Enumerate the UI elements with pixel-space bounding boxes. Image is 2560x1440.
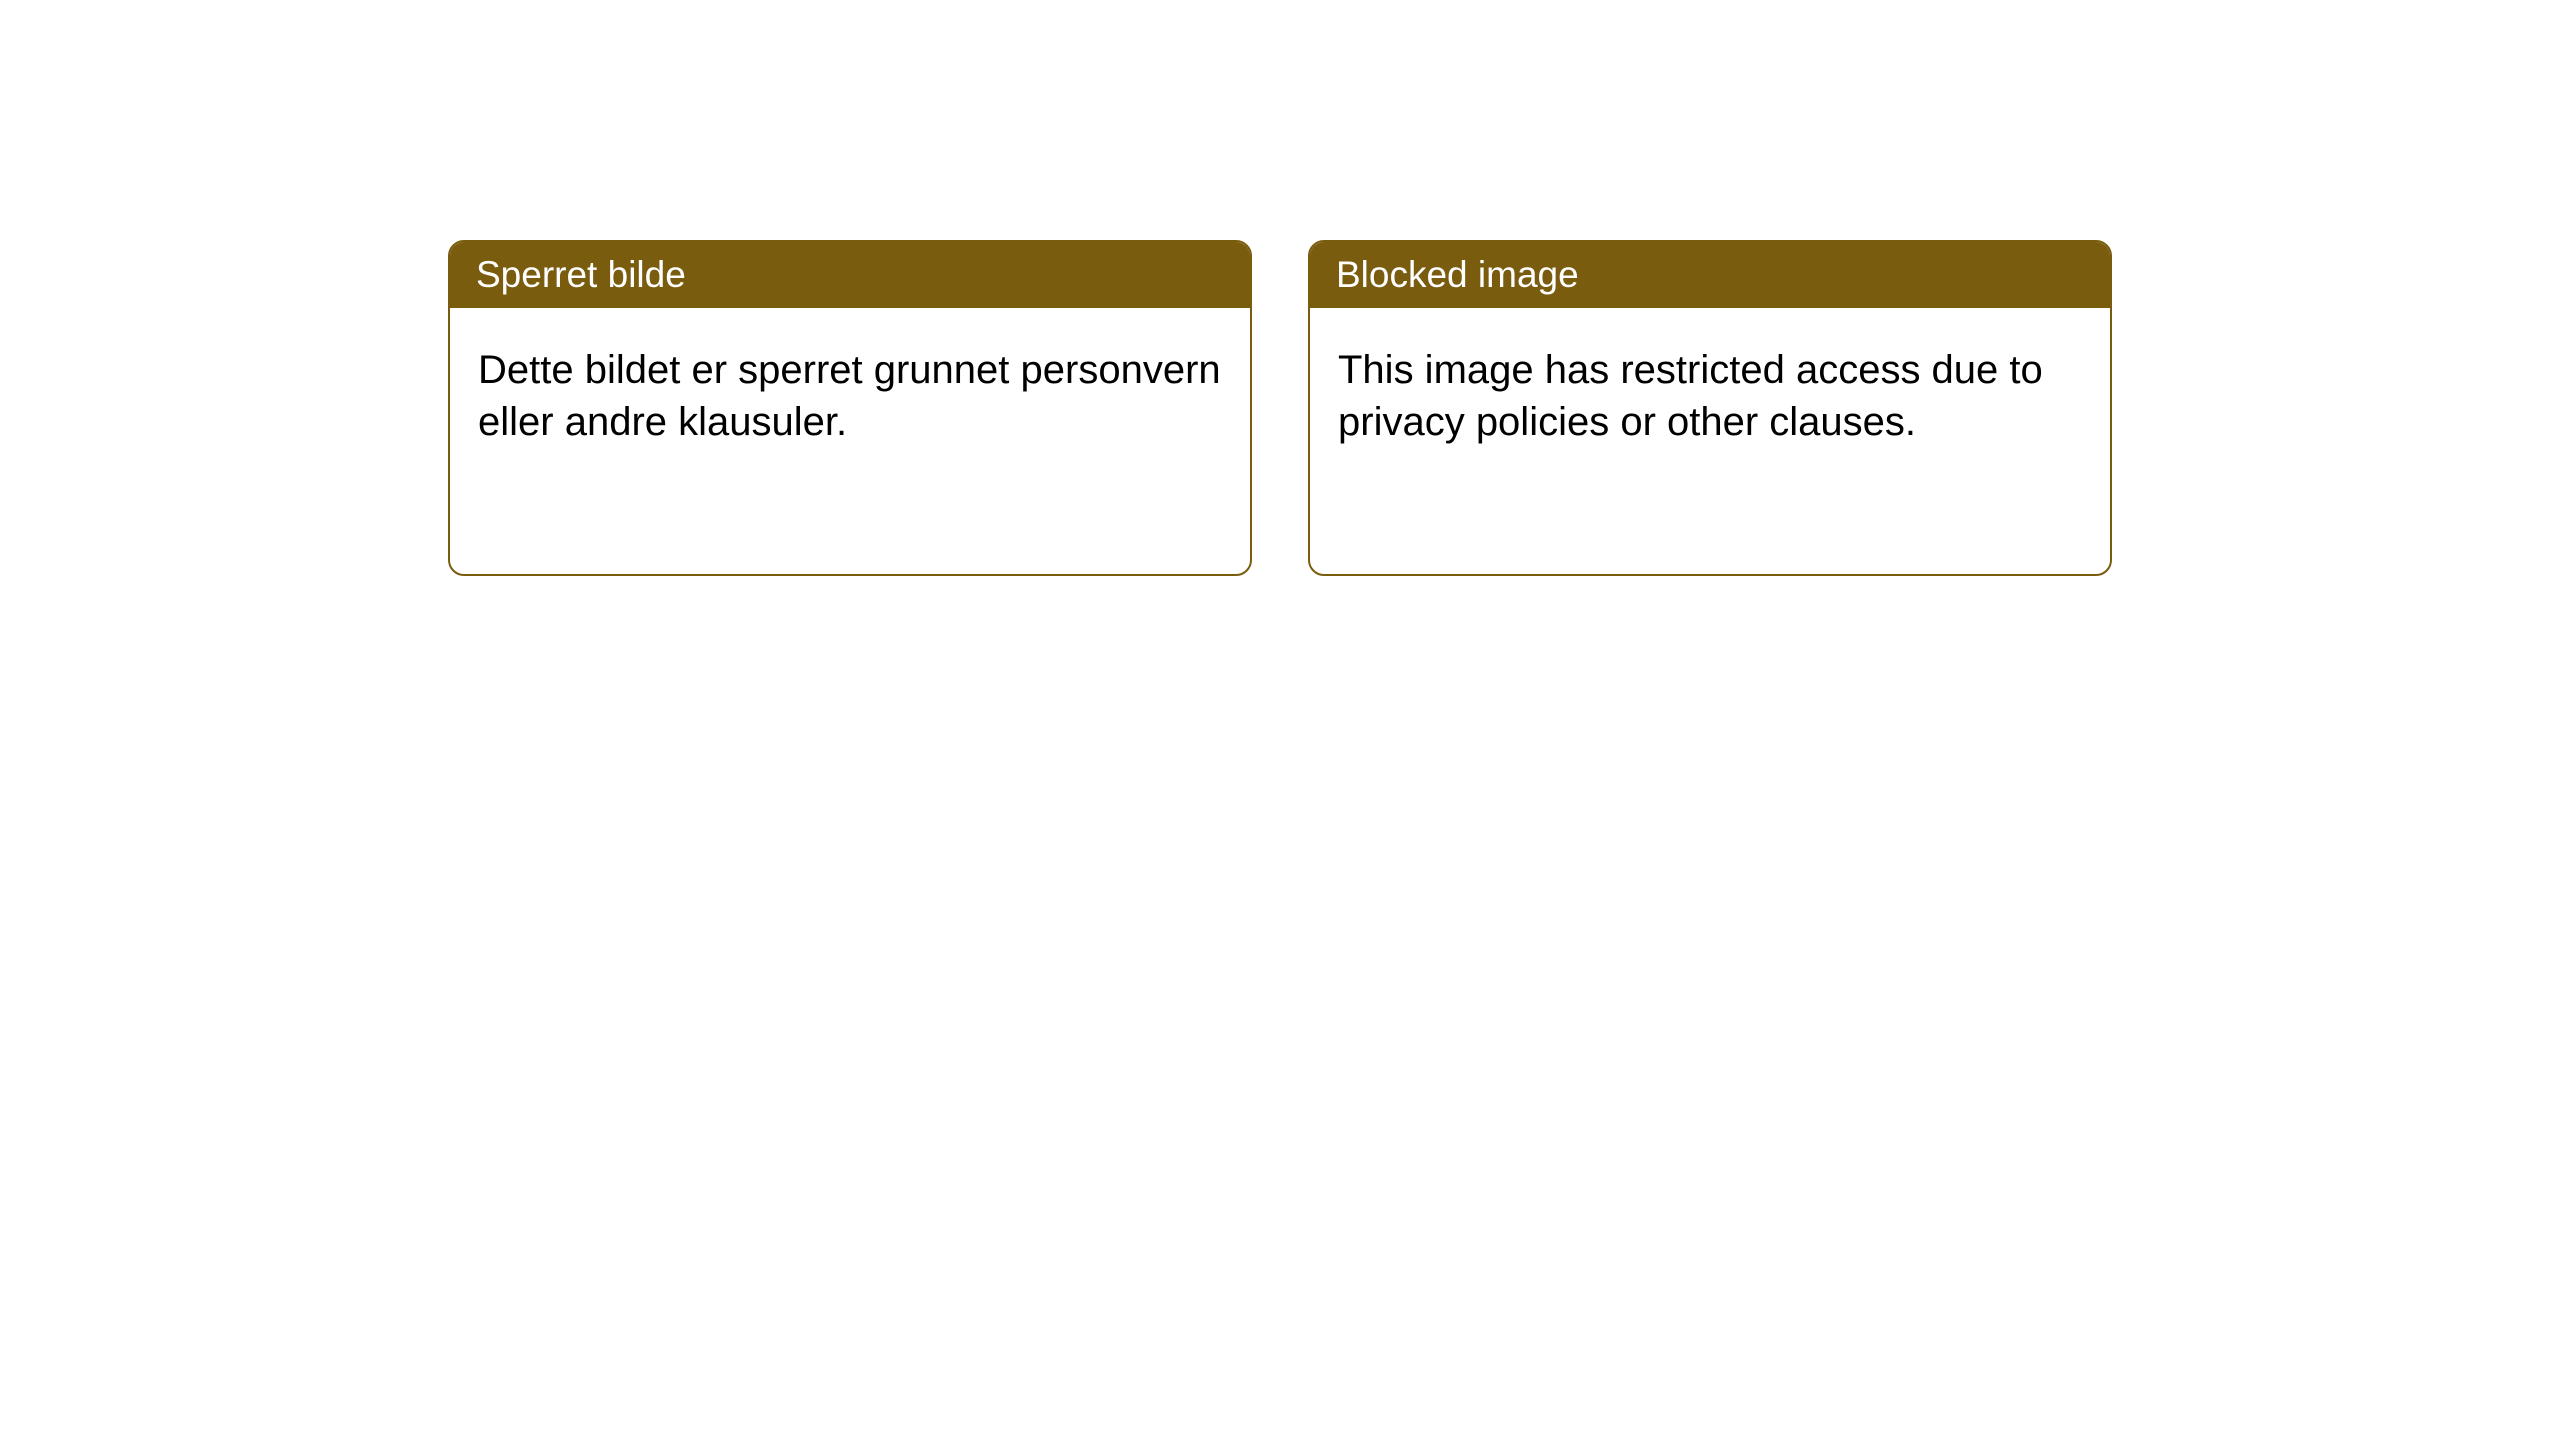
card-header-norwegian: Sperret bilde [450,242,1250,308]
card-english: Blocked image This image has restricted … [1308,240,2112,576]
card-text-english: This image has restricted access due to … [1338,348,2043,444]
card-title-english: Blocked image [1336,254,1579,295]
card-text-norwegian: Dette bildet er sperret grunnet personve… [478,348,1221,444]
cards-container: Sperret bilde Dette bildet er sperret gr… [448,240,2112,576]
card-body-english: This image has restricted access due to … [1310,308,2110,484]
card-norwegian: Sperret bilde Dette bildet er sperret gr… [448,240,1252,576]
card-title-norwegian: Sperret bilde [476,254,686,295]
card-body-norwegian: Dette bildet er sperret grunnet personve… [450,308,1250,484]
card-header-english: Blocked image [1310,242,2110,308]
